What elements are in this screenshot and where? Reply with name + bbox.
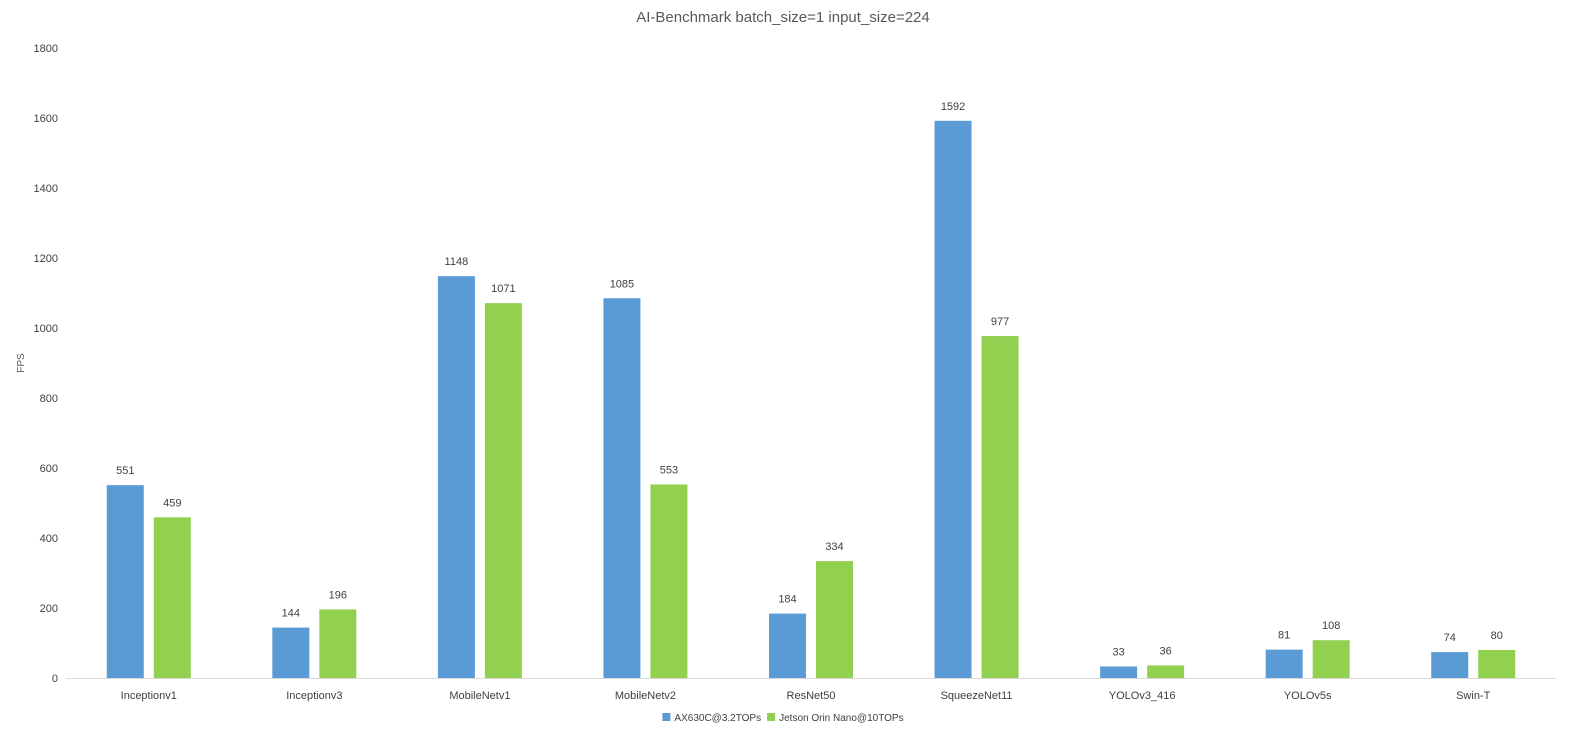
legend-swatch <box>767 713 776 721</box>
bar <box>1100 666 1138 678</box>
bar <box>1431 652 1469 678</box>
y-tick-label: 1600 <box>34 113 58 125</box>
y-tick-label: 1000 <box>34 323 58 335</box>
y-tick-label: 1200 <box>34 253 58 265</box>
y-tick-label: 1400 <box>34 183 58 195</box>
data-label: 33 <box>1112 646 1124 658</box>
y-tick-label: 600 <box>40 463 58 475</box>
data-label: 1085 <box>610 278 634 290</box>
bar <box>981 336 1019 678</box>
data-label: 144 <box>282 608 300 620</box>
bar <box>319 609 357 678</box>
x-axis: Inceptionv1 Inceptionv3 MobileNetv1 MobileN… <box>121 690 1491 702</box>
y-tick-label: 0 <box>52 673 58 685</box>
bar <box>1265 649 1303 678</box>
bar <box>1147 665 1185 678</box>
bar <box>603 298 641 678</box>
x-tick-label: YOLOv5s <box>1284 690 1332 702</box>
y-axis: 0 200 400 600 800 1000 1200 1400 1600 1800 <box>34 43 58 685</box>
data-label: 80 <box>1491 630 1503 642</box>
data-label: 553 <box>660 464 678 476</box>
x-tick-label: SqueezeNet11 <box>941 690 1013 702</box>
data-label: 196 <box>329 589 347 601</box>
x-tick-label: MobileNetv2 <box>615 690 676 702</box>
data-label: 81 <box>1278 630 1290 642</box>
data-label: 36 <box>1159 645 1171 657</box>
bars-group <box>106 120 1516 679</box>
legend-label: AX630C@3.2TOPs <box>674 713 761 724</box>
data-labels-group: 551 459 144 196 1148 1071 1085 553 184 334 1592 977… <box>116 101 1503 659</box>
y-tick-label: 400 <box>40 533 58 545</box>
y-axis-title: FPS <box>16 353 27 373</box>
bar <box>1312 640 1350 678</box>
bar <box>484 303 522 678</box>
x-tick-label: MobileNetv1 <box>449 690 510 702</box>
bar <box>816 561 853 678</box>
data-label: 459 <box>163 497 181 509</box>
data-label: 108 <box>1322 620 1340 632</box>
chart-title: AI-Benchmark batch_size=1 input_size=224 <box>636 9 930 26</box>
bar <box>650 484 688 678</box>
data-label: 977 <box>991 316 1009 328</box>
legend-label: Jetson Orin Nano@10TOPs <box>779 713 903 724</box>
y-tick-label: 1800 <box>34 43 58 55</box>
bar <box>769 613 806 678</box>
data-label: 334 <box>825 541 843 553</box>
y-tick-label: 200 <box>40 603 58 615</box>
bar <box>1478 650 1516 678</box>
data-label: 1071 <box>491 283 515 295</box>
bar <box>437 276 475 678</box>
bar <box>272 627 310 678</box>
data-label: 1148 <box>445 256 469 268</box>
x-tick-label: Inceptionv1 <box>121 690 177 702</box>
data-label: 1592 <box>941 101 965 113</box>
bar <box>153 517 191 678</box>
x-tick-label: Swin-T <box>1456 690 1491 702</box>
bar <box>934 120 972 679</box>
y-tick-label: 800 <box>40 393 58 405</box>
data-label: 551 <box>116 465 134 477</box>
x-tick-label: Inceptionv3 <box>286 690 342 702</box>
legend-swatch <box>662 713 671 721</box>
data-label: 184 <box>778 594 796 606</box>
x-tick-label: ResNet50 <box>787 690 836 702</box>
x-tick-label: YOLOv3_416 <box>1109 690 1176 702</box>
data-label: 74 <box>1444 632 1456 644</box>
bar <box>106 485 144 678</box>
legend: AX630C@3.2TOPs Jetson Orin Nano@10TOPs <box>662 713 904 724</box>
